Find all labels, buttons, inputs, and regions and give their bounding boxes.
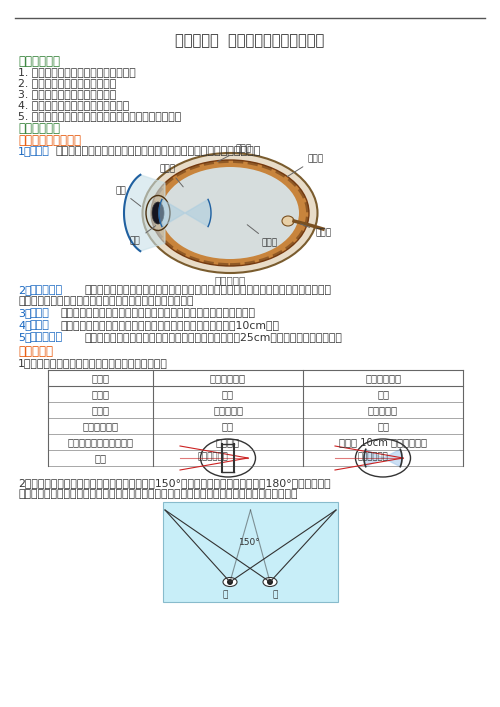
Text: 看近处的物体: 看近处的物体: [365, 373, 401, 383]
Text: 眼球折射能力: 眼球折射能力: [82, 421, 118, 431]
Text: 3、: 3、: [18, 308, 32, 318]
Text: 视物原理：: 视物原理：: [30, 285, 63, 295]
Text: 晶状体: 晶状体: [160, 164, 183, 187]
Text: 变长、变薄: 变长、变薄: [213, 405, 243, 415]
Text: 倒立缩小的实像，再经视神经系统传入大脑，就能看到物体。: 倒立缩小的实像，再经视神经系统传入大脑，就能看到物体。: [18, 296, 194, 306]
Text: 要点诠释：: 要点诠释：: [18, 345, 53, 358]
Ellipse shape: [142, 153, 318, 273]
Text: 图示: 图示: [94, 453, 106, 463]
Text: 1、看近处的物体和远处的物体时眼睛的调节变化：: 1、看近处的物体和远处的物体时眼睛的调节变化：: [18, 358, 168, 368]
Text: 变强: 变强: [377, 421, 389, 431]
Ellipse shape: [263, 578, 277, 587]
Text: 正常眼睛观察近处物体最清晰而又不疲劳的距离大约是25cm，这个距离叫明视距离。: 正常眼睛观察近处物体最清晰而又不疲劳的距离大约是25cm，这个距离叫明视距离。: [84, 332, 342, 342]
Text: 眼球的结构: 眼球的结构: [214, 275, 246, 285]
Text: 结构：: 结构：: [30, 146, 50, 156]
Text: 睫状体、瞳孔、角膜、晶状体、视网膜、视神经、玻璃体等部分构成。: 睫状体、瞳孔、角膜、晶状体、视网膜、视神经、玻璃体等部分构成。: [56, 146, 262, 156]
Text: 角膜: 角膜: [115, 186, 141, 206]
Text: 比较项: 比较项: [92, 373, 110, 383]
Polygon shape: [159, 199, 211, 226]
Text: 看近处的物体: 看近处的物体: [358, 452, 389, 461]
Text: 看远处的物体: 看远处的物体: [198, 452, 229, 461]
Ellipse shape: [200, 439, 256, 477]
Text: 舒张: 舒张: [222, 389, 234, 399]
Ellipse shape: [151, 160, 309, 266]
Text: 2. 理解近视眼和远视眼的成因；: 2. 理解近视眼和远视眼的成因；: [18, 78, 116, 88]
Text: 5. 理解显微镜将物体放大的原理和望远镜望远的原理。: 5. 理解显微镜将物体放大的原理和望远镜望远的原理。: [18, 111, 181, 121]
Ellipse shape: [223, 578, 237, 587]
Text: 晶状体和角膜的共同作用相当于凸透镜，来自物体的光，经过他的折射后在视网膜上成: 晶状体和角膜的共同作用相当于凸透镜，来自物体的光，经过他的折射后在视网膜上成: [84, 285, 331, 295]
Bar: [163, 502, 338, 602]
Text: 离眼睛 10cm 左右（近点）: 离眼睛 10cm 左右（近点）: [339, 437, 427, 447]
Polygon shape: [124, 175, 165, 251]
Text: 明视距离：: 明视距离：: [30, 332, 63, 342]
Text: 右: 右: [272, 590, 278, 599]
Text: 视神经: 视神经: [300, 224, 331, 237]
Circle shape: [267, 579, 273, 585]
Text: 眼睛和眼镜  显微镜和望远镜（提高）: 眼睛和眼镜 显微镜和望远镜（提高）: [176, 33, 324, 48]
Text: 150°: 150°: [239, 538, 261, 547]
Ellipse shape: [152, 202, 164, 224]
Text: 3. 掌握近视眼和远视眼的矫正；: 3. 掌握近视眼和远视眼的矫正；: [18, 89, 116, 99]
Text: 睫状体: 睫状体: [218, 144, 251, 162]
Text: 能够看到的最远或最近点: 能够看到的最远或最近点: [68, 437, 134, 447]
Ellipse shape: [356, 439, 410, 477]
Text: 睫状体: 睫状体: [92, 389, 110, 399]
Text: 【要点梳理】: 【要点梳理】: [18, 122, 60, 135]
Ellipse shape: [161, 167, 299, 259]
Text: 4. 知道显微镜和望远镜的基本构造；: 4. 知道显微镜和望远镜的基本构造；: [18, 100, 129, 110]
Ellipse shape: [282, 216, 294, 226]
Text: 察范围有很大一部分是相互重叠的。人只有同时使用两只眼睛，才能准确地判断物体的前后距离。: 察范围有很大一部分是相互重叠的。人只有同时使用两只眼睛，才能准确地判断物体的前后…: [18, 489, 297, 499]
Text: 玻璃体: 玻璃体: [247, 225, 278, 247]
Text: 无限远处: 无限远处: [216, 437, 240, 447]
Text: 4、: 4、: [18, 320, 32, 330]
Polygon shape: [364, 450, 402, 467]
Text: 依靠眼睛的调节所能看清的最近的点。正常眼睛的近点大约在10cm处。: 依靠眼睛的调节所能看清的最近的点。正常眼睛的近点大约在10cm处。: [60, 320, 279, 330]
Text: 1. 知道眼睛的构造和眼睛视物的原理；: 1. 知道眼睛的构造和眼睛视物的原理；: [18, 67, 136, 77]
Text: 5、: 5、: [18, 332, 32, 342]
Text: 1、: 1、: [18, 146, 32, 156]
Text: 看远处的物体: 看远处的物体: [210, 373, 246, 383]
Text: 2、从图中可以看出，一只眼的观察范围大约是150°，而两只眼的观察范围就接近180°。人的两眼观: 2、从图中可以看出，一只眼的观察范围大约是150°，而两只眼的观察范围就接近18…: [18, 478, 330, 488]
Text: 要点一、眼睛的结构: 要点一、眼睛的结构: [18, 134, 81, 147]
Text: 近点：: 近点：: [30, 320, 50, 330]
Text: 晶状体: 晶状体: [92, 405, 110, 415]
Circle shape: [227, 579, 233, 585]
Text: 瞳孔: 瞳孔: [130, 226, 156, 245]
Text: 依靠眼睛的调节所能看清的最远的点。正常眼睛的远点在无限远处。: 依靠眼睛的调节所能看清的最远的点。正常眼睛的远点在无限远处。: [60, 308, 255, 318]
Text: 远点：: 远点：: [30, 308, 50, 318]
Text: 【学习目标】: 【学习目标】: [18, 55, 60, 68]
Text: 2、: 2、: [18, 285, 32, 295]
Text: 视网膜: 视网膜: [288, 154, 324, 177]
Text: 变凸、变厚: 变凸、变厚: [368, 405, 398, 415]
Text: 收缩: 收缩: [377, 389, 389, 399]
Text: 变弱: 变弱: [222, 421, 234, 431]
Text: 左: 左: [222, 590, 228, 599]
